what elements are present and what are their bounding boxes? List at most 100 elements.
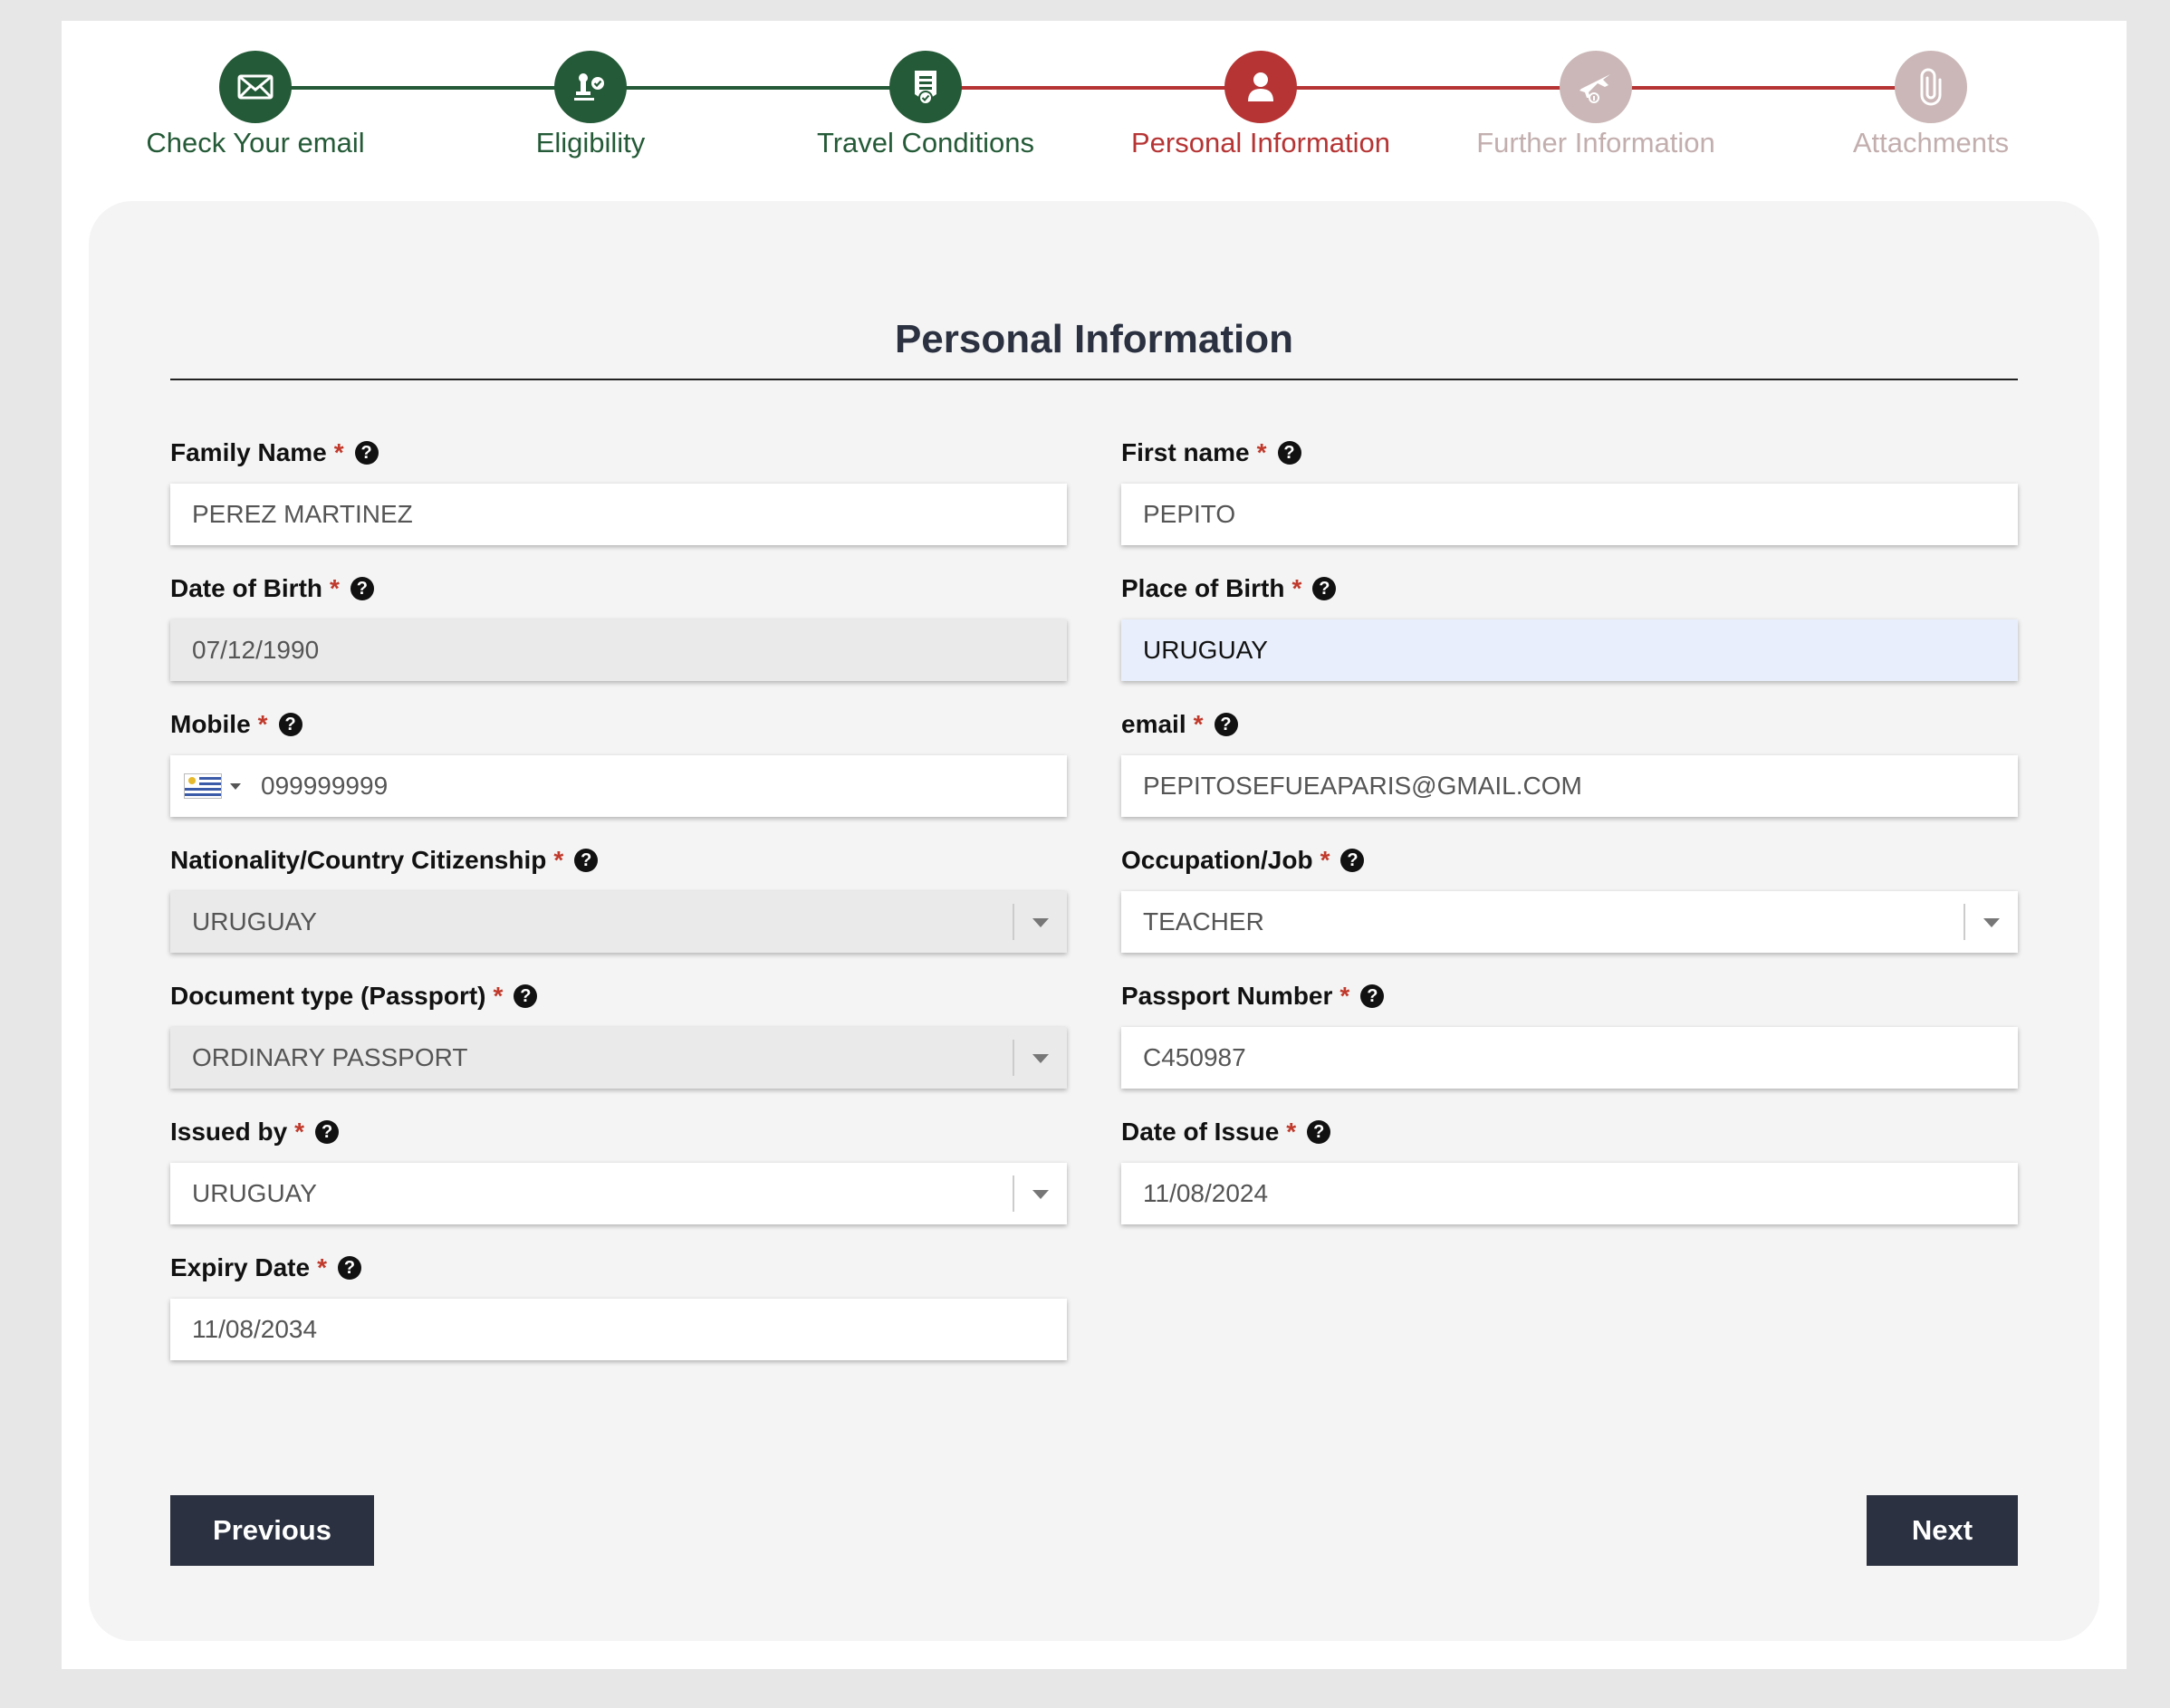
family-name-input[interactable]: PEREZ MARTINEZ — [170, 484, 1067, 545]
occupation-label: Occupation/Job — [1121, 846, 1313, 874]
first-name-input[interactable]: PEPITO — [1121, 484, 2018, 545]
step-attachments[interactable]: Attachments — [1763, 51, 2098, 159]
issued-by-select[interactable]: URUGUAY — [170, 1163, 1067, 1224]
first-name-field: First name *? PEPITO — [1121, 435, 2018, 545]
expiry-date-input[interactable]: 11/08/2034 — [170, 1299, 1067, 1360]
help-icon[interactable]: ? — [315, 1120, 340, 1144]
step-eligibility[interactable]: Eligibility — [423, 51, 758, 159]
document-type-select: ORDINARY PASSPORT — [170, 1027, 1067, 1089]
place-of-birth-label: Place of Birth — [1121, 574, 1285, 602]
nationality-field: Nationality/Country Citizenship *? URUGUA… — [170, 842, 1067, 953]
date-of-birth-input: 07/12/1990 — [170, 619, 1067, 681]
eligibility-icon — [554, 51, 627, 123]
occupation-field: Occupation/Job *? TEACHER — [1121, 842, 2018, 953]
nationality-label: Nationality/Country Citizenship — [170, 846, 547, 874]
document-type-value: ORDINARY PASSPORT — [192, 1043, 468, 1071]
progress-stepper: Check Your email Eligibility Travel Cond… — [62, 21, 2127, 193]
help-icon[interactable]: ? — [1340, 849, 1365, 872]
step-label: Attachments — [1852, 127, 2010, 158]
help-icon[interactable]: ? — [354, 441, 379, 465]
envelope-icon — [219, 51, 292, 123]
document-check-icon — [889, 51, 962, 123]
document-type-label: Document type (Passport) — [170, 982, 486, 1010]
required-asterisk: * — [257, 710, 268, 738]
issued-by-field: Issued by *? URUGUAY — [170, 1114, 1067, 1224]
email-input[interactable]: PEPITOSEFUEAPARIS@GMAIL.COM — [1121, 755, 2018, 817]
place-of-birth-input[interactable]: URUGUAY — [1121, 619, 2018, 681]
required-asterisk: * — [1320, 846, 1330, 874]
required-asterisk: * — [553, 846, 564, 874]
step-check-your-email[interactable]: Check Your email — [88, 51, 423, 159]
paperclip-icon — [1895, 51, 1967, 123]
person-icon — [1224, 51, 1297, 123]
date-of-birth-field: Date of Birth *? 07/12/1990 — [170, 571, 1067, 681]
required-asterisk: * — [1256, 438, 1267, 466]
select-divider — [1013, 1040, 1014, 1076]
select-divider — [1013, 1175, 1014, 1212]
occupation-select[interactable]: TEACHER — [1121, 891, 2018, 953]
passport-number-input[interactable]: C450987 — [1121, 1027, 2018, 1089]
expiry-date-field: Expiry Date *? 11/08/2034 — [170, 1250, 1067, 1360]
mobile-input-wrapper: 099999999 — [170, 755, 1067, 817]
issued-by-label: Issued by — [170, 1118, 288, 1146]
issued-by-value: URUGUAY — [192, 1179, 317, 1207]
step-label: Travel Conditions — [816, 127, 1035, 158]
help-icon[interactable]: ? — [1214, 713, 1238, 736]
required-asterisk: * — [493, 982, 504, 1010]
nationality-select: URUGUAY — [170, 891, 1067, 953]
family-name-field: Family Name *? PEREZ MARTINEZ — [170, 435, 1067, 545]
select-divider — [1964, 904, 1965, 940]
nationality-value: URUGUAY — [192, 907, 317, 936]
required-asterisk: * — [317, 1253, 327, 1281]
mobile-input[interactable]: 099999999 — [261, 772, 389, 800]
date-of-issue-input[interactable]: 11/08/2024 — [1121, 1163, 2018, 1224]
uruguay-flag-icon[interactable] — [185, 774, 221, 798]
expiry-date-label: Expiry Date — [170, 1253, 311, 1281]
help-icon[interactable]: ? — [278, 713, 302, 736]
step-travel-conditions[interactable]: Travel Conditions — [758, 51, 1093, 159]
date-of-birth-label: Date of Birth — [170, 574, 322, 602]
required-asterisk: * — [1291, 574, 1302, 602]
required-asterisk: * — [333, 438, 344, 466]
form-title: Personal Information — [170, 317, 2018, 380]
chevron-down-icon[interactable] — [1032, 1190, 1049, 1199]
document-type-field: Document type (Passport) *? ORDINARY PASS… — [170, 978, 1067, 1089]
step-further-information[interactable]: Further Information — [1428, 51, 1763, 159]
help-icon[interactable]: ? — [514, 984, 538, 1008]
personal-information-form: Personal Information Family Name *? PEREZ… — [89, 201, 2099, 1641]
required-asterisk: * — [1193, 710, 1204, 738]
occupation-value: TEACHER — [1143, 907, 1264, 936]
help-icon[interactable]: ? — [350, 577, 374, 600]
stepper-line-remaining — [926, 86, 1933, 90]
airplane-icon — [1560, 51, 1632, 123]
family-name-label: Family Name — [170, 438, 327, 466]
help-icon[interactable]: ? — [1360, 984, 1385, 1008]
required-asterisk: * — [294, 1118, 305, 1146]
required-asterisk: * — [330, 574, 340, 602]
passport-number-field: Passport Number *? C450987 — [1121, 978, 2018, 1089]
step-label: Personal Information — [1130, 127, 1391, 158]
chevron-down-icon — [1032, 1054, 1049, 1063]
step-personal-information[interactable]: Personal Information — [1093, 51, 1428, 159]
help-icon[interactable]: ? — [574, 849, 599, 872]
application-page: Check Your email Eligibility Travel Cond… — [62, 21, 2127, 1669]
place-of-birth-field: Place of Birth *? URUGUAY — [1121, 571, 2018, 681]
help-icon[interactable]: ? — [1312, 577, 1337, 600]
email-label: email — [1121, 710, 1186, 738]
help-icon[interactable]: ? — [1277, 441, 1301, 465]
required-asterisk: * — [1286, 1118, 1297, 1146]
help-icon[interactable]: ? — [1307, 1120, 1331, 1144]
step-label: Eligibility — [535, 127, 646, 158]
email-field: email *? PEPITOSEFUEAPARIS@GMAIL.COM — [1121, 706, 2018, 817]
chevron-down-icon[interactable] — [1983, 918, 2000, 927]
mobile-label: Mobile — [170, 710, 251, 738]
chevron-down-icon[interactable] — [230, 782, 241, 790]
mobile-field: Mobile *? 099999999 — [170, 706, 1067, 817]
passport-number-label: Passport Number — [1121, 982, 1333, 1010]
step-label: Further Information — [1476, 127, 1715, 158]
help-icon[interactable]: ? — [337, 1256, 361, 1280]
next-button[interactable]: Next — [1867, 1495, 2018, 1566]
first-name-label: First name — [1121, 438, 1250, 466]
step-label: Check Your email — [146, 127, 365, 158]
previous-button[interactable]: Previous — [170, 1495, 374, 1566]
